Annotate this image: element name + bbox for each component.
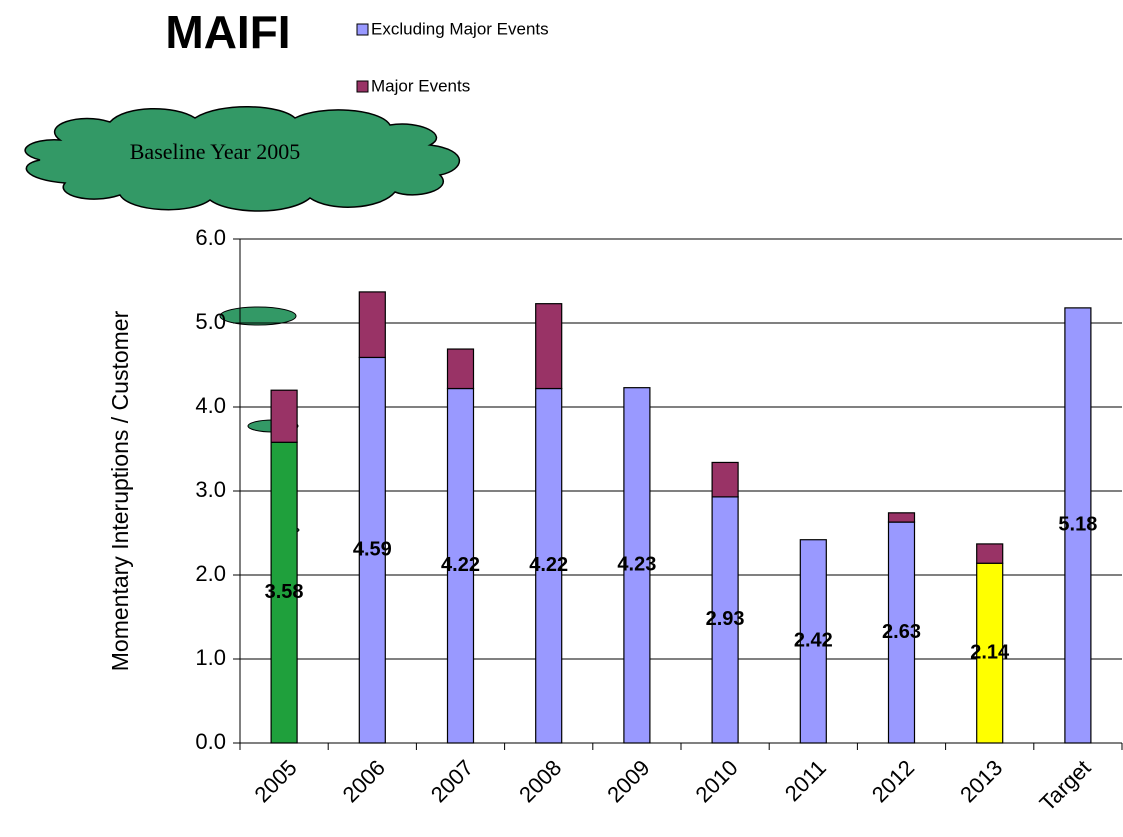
annotation: Baseline Year 2005 bbox=[130, 139, 300, 164]
value-label: 5.18 bbox=[1058, 514, 1097, 536]
bar bbox=[535, 303, 563, 390]
bar bbox=[887, 512, 916, 523]
x-tick-label: 2007 bbox=[426, 755, 478, 807]
legend-swatch bbox=[356, 80, 369, 93]
cloud bbox=[24, 106, 461, 534]
value-label: 4.59 bbox=[353, 539, 392, 561]
y-tick-label: 4.0 bbox=[195, 393, 226, 418]
bar bbox=[976, 543, 1004, 564]
x-tick-label: 2006 bbox=[338, 755, 390, 807]
x-tick-label: 2005 bbox=[249, 755, 301, 807]
bar bbox=[270, 441, 298, 744]
bar bbox=[270, 389, 298, 443]
bar bbox=[358, 291, 386, 359]
bar bbox=[887, 521, 916, 744]
value-label: 3.58 bbox=[265, 581, 304, 603]
value-label: 4.23 bbox=[617, 554, 656, 576]
legend-label: Major Events bbox=[371, 76, 470, 95]
bar bbox=[358, 356, 386, 744]
value-label: 4.22 bbox=[441, 554, 480, 576]
value-label: 2.42 bbox=[794, 630, 833, 652]
value-label: 4.22 bbox=[529, 554, 568, 576]
bar bbox=[799, 539, 827, 744]
x-tick-label: 2009 bbox=[602, 755, 654, 807]
y-tick-label: 1.0 bbox=[195, 645, 226, 670]
bar bbox=[976, 562, 1004, 744]
bar bbox=[711, 461, 739, 498]
bar bbox=[535, 387, 563, 744]
value-label: 2.63 bbox=[882, 621, 921, 643]
legend-label: Excluding Major Events bbox=[371, 19, 549, 38]
x-tick-label: 2011 bbox=[780, 755, 831, 806]
chart-title: MAIFI bbox=[165, 6, 290, 58]
value-label: 2.93 bbox=[706, 608, 745, 630]
x-tick-label: 2010 bbox=[690, 755, 742, 807]
x-tick-label: Target bbox=[1035, 755, 1096, 816]
y-tick-label: 2.0 bbox=[195, 561, 226, 586]
y-tick-label: 5.0 bbox=[195, 309, 226, 334]
x-tick-label: 2013 bbox=[955, 755, 1007, 807]
bar bbox=[623, 387, 651, 744]
y-axis-label: Momentary Interuptions / Customer bbox=[107, 310, 133, 671]
x-tick-label: 2008 bbox=[514, 755, 566, 807]
y-tick-label: 3.0 bbox=[195, 477, 226, 502]
y-tick-label: 0.0 bbox=[195, 729, 226, 754]
legend-swatch bbox=[356, 23, 369, 36]
value-label: 2.14 bbox=[970, 641, 1010, 663]
bar bbox=[1064, 307, 1092, 744]
y-tick-label: 6.0 bbox=[195, 225, 226, 250]
bar bbox=[446, 348, 475, 390]
x-tick-label: 2012 bbox=[867, 755, 919, 807]
